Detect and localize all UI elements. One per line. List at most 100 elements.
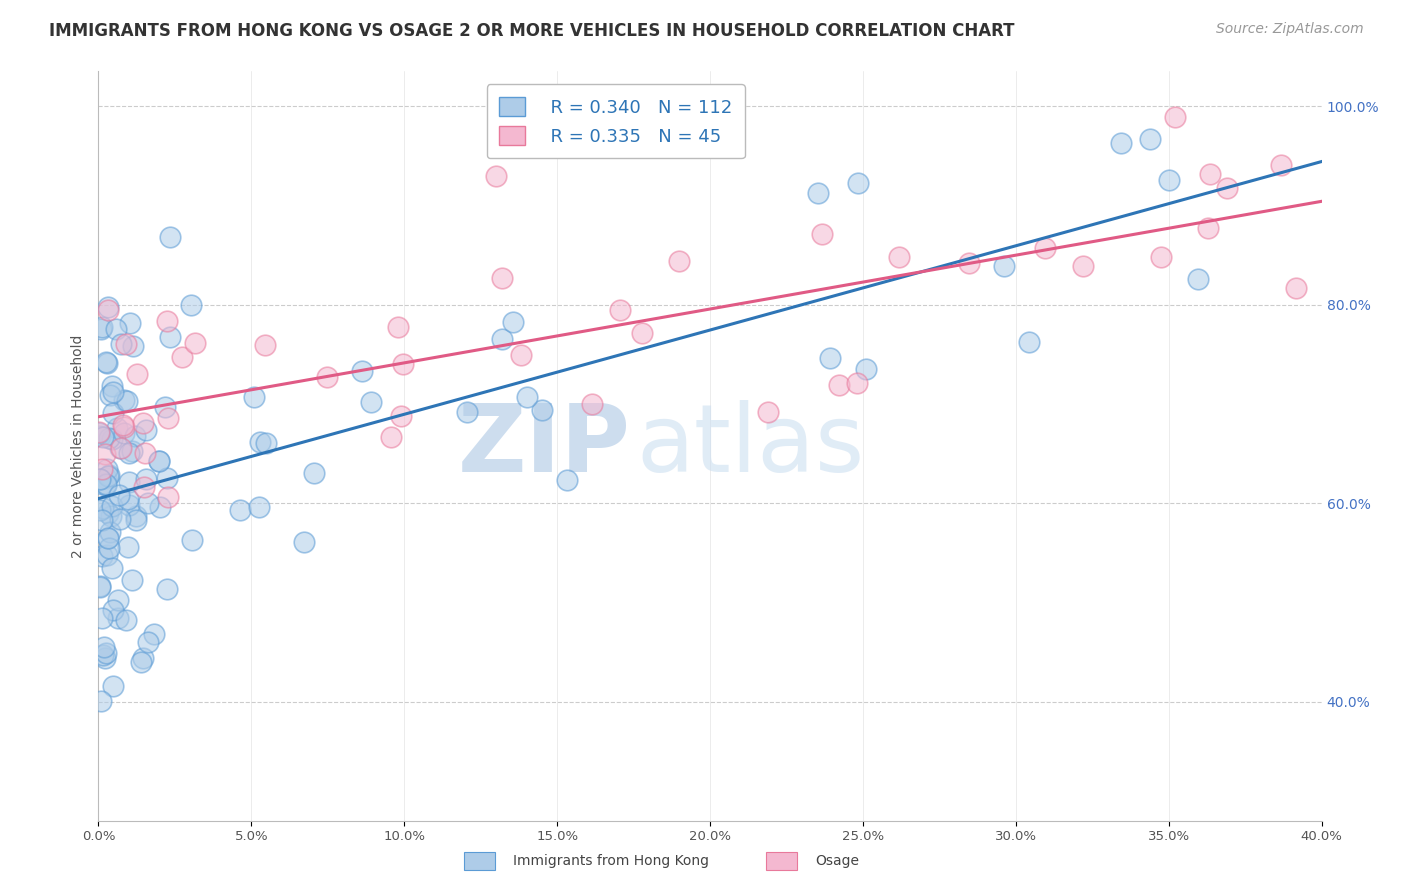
Point [581,397,603,411]
Point [502,315,524,329]
Point [107,421,129,435]
Point [90,462,112,476]
Point [87,425,110,439]
Point [1198,167,1220,181]
Point [389,409,412,424]
Point [254,436,277,450]
Point [97,506,120,520]
Point [90,611,112,625]
Point [90,322,112,336]
Point [112,392,135,407]
Text: Osage: Osage [815,854,859,868]
Point [93,430,115,444]
Text: ZIP: ZIP [457,400,630,492]
Point [97,531,120,545]
Point [491,332,513,346]
Point [156,582,179,596]
Point [135,423,157,437]
Point [107,611,129,625]
Point [118,499,141,513]
Point [96,462,118,476]
Point [253,338,276,352]
Point [1018,334,1040,349]
Point [89,428,111,442]
Point [1216,181,1239,195]
Point [993,259,1015,273]
Point [828,378,851,392]
Point [136,495,159,509]
Point [1197,221,1219,235]
Point [153,401,176,415]
Point [243,390,266,404]
Point [101,499,124,513]
Point [108,488,131,502]
Point [1164,111,1187,125]
Point [159,330,181,344]
Point [110,441,132,455]
Point [180,298,202,312]
Point [121,443,143,458]
Point [98,431,121,445]
Point [1157,172,1180,186]
Point [101,603,124,617]
Point [846,176,869,190]
Point [387,320,409,334]
Point [125,513,148,527]
Point [149,500,172,514]
Point [96,355,118,369]
Point [98,388,121,402]
Point [807,186,830,200]
Point [98,524,121,539]
Text: IMMIGRANTS FROM HONG KONG VS OSAGE 2 OR MORE VEHICLES IN HOUSEHOLD CORRELATION C: IMMIGRANTS FROM HONG KONG VS OSAGE 2 OR … [49,22,1015,40]
Point [117,491,139,506]
Point [142,627,165,641]
Point [89,503,111,517]
Point [1033,241,1056,255]
Point [157,410,180,425]
Point [1270,158,1292,172]
Point [98,541,121,556]
Point [97,303,120,318]
Point [124,429,146,443]
Point [249,435,271,450]
Point [101,679,124,693]
Point [103,384,125,399]
Point [392,357,415,371]
Point [229,502,252,516]
Point [350,364,373,378]
Point [148,453,170,467]
Point [855,362,877,376]
Point [90,694,112,708]
Text: Immigrants from Hong Kong: Immigrants from Hong Kong [513,854,709,868]
Text: atlas: atlas [637,400,865,492]
Y-axis label: 2 or more Vehicles in Household: 2 or more Vehicles in Household [72,334,86,558]
Point [510,348,533,362]
Point [818,351,841,365]
Point [94,646,117,660]
Point [531,403,554,417]
Point [125,508,148,523]
Point [380,429,402,443]
Point [631,326,654,340]
Point [1187,272,1209,286]
Point [516,390,538,404]
Point [89,425,111,440]
Point [107,592,129,607]
Point [89,473,111,487]
Point [91,500,114,515]
Point [97,300,120,314]
Point [121,573,143,587]
Point [1150,250,1173,264]
Point [111,417,134,432]
Point [96,471,118,485]
Point [96,548,118,562]
Point [668,253,690,268]
Point [316,370,339,384]
Point [91,320,114,334]
Point [118,475,141,490]
Point [108,441,131,455]
Point [91,476,114,491]
Point [1109,136,1132,150]
Point [1139,131,1161,145]
Point [93,640,115,655]
